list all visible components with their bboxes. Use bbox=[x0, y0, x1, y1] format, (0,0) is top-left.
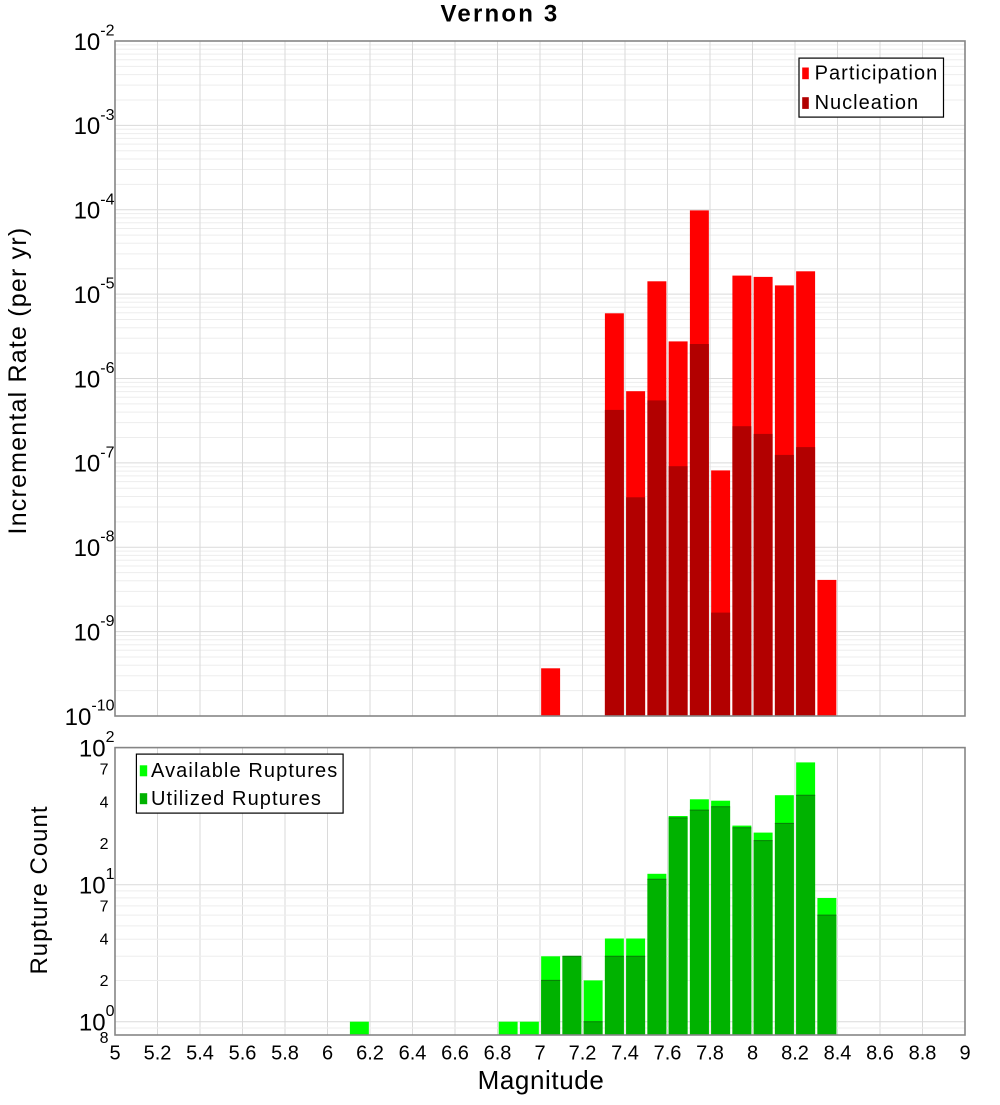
svg-text:10-4: 10-4 bbox=[74, 191, 115, 224]
svg-text:7: 7 bbox=[100, 761, 109, 778]
svg-text:102: 102 bbox=[79, 729, 115, 762]
svg-text:100: 100 bbox=[79, 1003, 115, 1036]
svg-text:7.8: 7.8 bbox=[696, 1043, 724, 1065]
svg-text:Available Ruptures: Available Ruptures bbox=[151, 760, 338, 782]
svg-text:6.6: 6.6 bbox=[441, 1043, 469, 1065]
svg-text:6.8: 6.8 bbox=[484, 1043, 512, 1065]
svg-text:Utilized Ruptures: Utilized Ruptures bbox=[151, 788, 322, 810]
svg-text:8.4: 8.4 bbox=[824, 1043, 852, 1065]
svg-text:10-6: 10-6 bbox=[74, 360, 115, 393]
svg-text:10-9: 10-9 bbox=[74, 613, 115, 646]
svg-text:4: 4 bbox=[100, 932, 109, 949]
svg-text:10-10: 10-10 bbox=[65, 698, 115, 731]
svg-text:2: 2 bbox=[100, 973, 109, 990]
svg-text:Incremental Rate (per yr): Incremental Rate (per yr) bbox=[4, 227, 32, 535]
svg-text:2: 2 bbox=[100, 836, 109, 853]
svg-text:5.2: 5.2 bbox=[144, 1043, 172, 1065]
svg-text:8.6: 8.6 bbox=[866, 1043, 894, 1065]
svg-text:5.8: 5.8 bbox=[271, 1043, 299, 1065]
svg-text:6: 6 bbox=[322, 1043, 333, 1065]
svg-text:7: 7 bbox=[100, 898, 109, 915]
svg-text:Rupture Count: Rupture Count bbox=[26, 805, 53, 974]
svg-text:6.4: 6.4 bbox=[399, 1043, 427, 1065]
svg-text:10-7: 10-7 bbox=[74, 444, 115, 477]
svg-text:7.6: 7.6 bbox=[654, 1043, 682, 1065]
svg-text:10-5: 10-5 bbox=[74, 276, 115, 309]
svg-text:6.2: 6.2 bbox=[356, 1043, 384, 1065]
svg-text:7.4: 7.4 bbox=[611, 1043, 639, 1065]
svg-text:5.4: 5.4 bbox=[186, 1043, 214, 1065]
svg-text:8.8: 8.8 bbox=[909, 1043, 937, 1065]
svg-text:7: 7 bbox=[534, 1043, 545, 1065]
svg-text:10-2: 10-2 bbox=[74, 23, 115, 56]
svg-text:5: 5 bbox=[109, 1043, 120, 1065]
svg-text:10-8: 10-8 bbox=[74, 529, 115, 562]
svg-text:101: 101 bbox=[79, 866, 115, 899]
svg-text:Participation: Participation bbox=[815, 62, 939, 84]
svg-text:Nucleation: Nucleation bbox=[815, 92, 920, 114]
svg-text:5.6: 5.6 bbox=[229, 1043, 257, 1065]
svg-text:8.2: 8.2 bbox=[781, 1043, 809, 1065]
svg-text:4: 4 bbox=[100, 795, 109, 812]
svg-text:10-3: 10-3 bbox=[74, 107, 115, 140]
svg-text:9: 9 bbox=[959, 1043, 970, 1065]
svg-text:7.2: 7.2 bbox=[569, 1043, 597, 1065]
svg-text:Vernon 3: Vernon 3 bbox=[441, 1, 560, 28]
svg-text:Magnitude: Magnitude bbox=[478, 1065, 605, 1095]
svg-text:8: 8 bbox=[747, 1043, 758, 1065]
svg-text:8: 8 bbox=[100, 1030, 109, 1047]
